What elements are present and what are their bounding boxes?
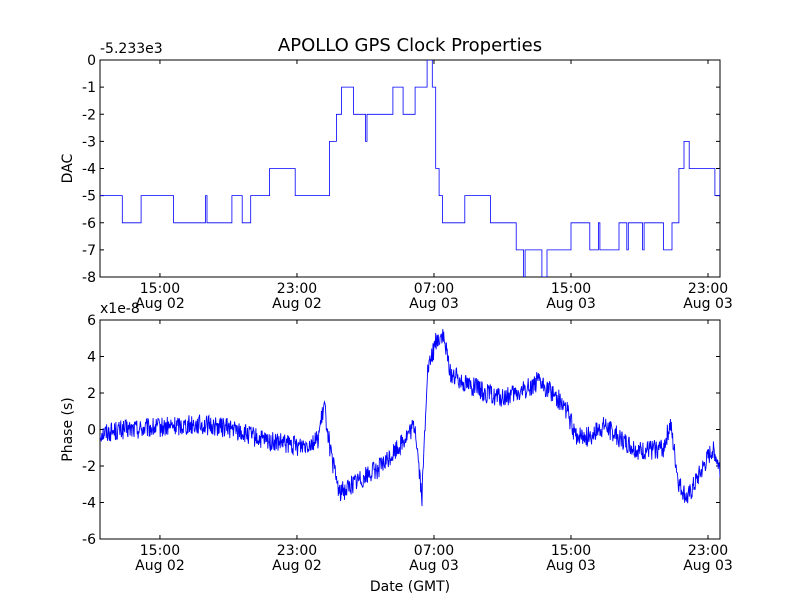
x-tick-date-label: Aug 02 — [135, 296, 185, 312]
axes-frame — [99, 59, 721, 278]
x-tick-time-label: 07:00 — [414, 543, 454, 559]
y-tick-label: 0 — [87, 423, 96, 439]
y-tick-label: -6 — [82, 216, 96, 232]
y-tick-label: 0 — [87, 53, 96, 69]
x-tick-date-label: Aug 03 — [546, 558, 596, 574]
y-axis-label: DAC — [60, 153, 76, 183]
y-tick-label: -4 — [82, 496, 96, 512]
y-tick-label: -8 — [82, 270, 96, 286]
x-tick-time-label: 15:00 — [551, 543, 591, 559]
x-tick-time-label: 15:00 — [551, 281, 591, 297]
x-tick-date-label: Aug 03 — [409, 558, 459, 574]
x-tick-date-label: Aug 02 — [272, 558, 322, 574]
y-tick-label: -4 — [82, 162, 96, 178]
y-tick-label: -6 — [82, 532, 96, 548]
series-line-dac — [100, 60, 720, 277]
axis-offset-label: -5.233e3 — [100, 41, 163, 57]
x-tick-time-label: 23:00 — [277, 281, 317, 297]
y-tick-label: -5 — [82, 189, 96, 205]
y-tick-label: -7 — [82, 243, 96, 259]
y-tick-label: -2 — [82, 107, 96, 123]
x-tick-time-label: 23:00 — [688, 543, 728, 559]
y-tick-label: -2 — [82, 459, 96, 475]
chart-title: APOLLO GPS Clock Properties — [278, 35, 542, 56]
y-tick-label: 6 — [87, 313, 96, 329]
x-tick-time-label: 15:00 — [140, 281, 180, 297]
x-tick-time-label: 23:00 — [688, 281, 728, 297]
x-tick-date-label: Aug 03 — [546, 296, 596, 312]
series-line-phase — [100, 329, 720, 507]
x-tick-time-label: 15:00 — [140, 543, 180, 559]
y-tick-label: -1 — [82, 80, 96, 96]
x-tick-date-label: Aug 03 — [683, 558, 733, 574]
y-tick-label: 4 — [87, 350, 96, 366]
x-tick-time-label: 23:00 — [277, 543, 317, 559]
x-tick-date-label: Aug 03 — [683, 296, 733, 312]
axis-offset-label: x1e-8 — [100, 301, 140, 317]
y-tick-label: -3 — [82, 134, 96, 150]
x-tick-time-label: 07:00 — [414, 281, 454, 297]
x-tick-date-label: Aug 02 — [272, 296, 322, 312]
y-tick-label: 2 — [87, 386, 96, 402]
x-tick-date-label: Aug 03 — [409, 296, 459, 312]
x-axis-label: Date (GMT) — [370, 579, 450, 595]
x-tick-date-label: Aug 02 — [135, 558, 185, 574]
y-axis-label: Phase (s) — [60, 397, 76, 461]
